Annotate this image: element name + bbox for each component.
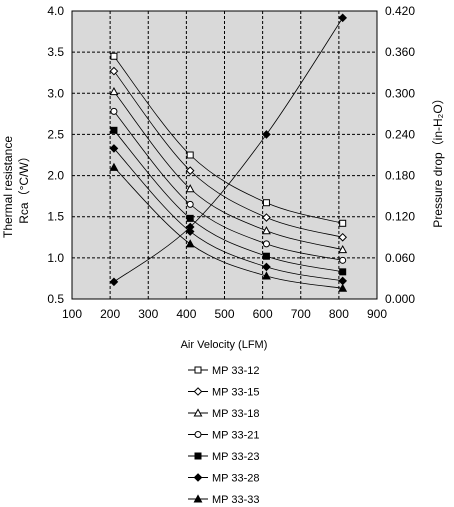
legend-label: MP 33-15 <box>212 387 260 399</box>
series-line <box>113 70 343 238</box>
data-point <box>261 271 271 280</box>
pressure-drop-point <box>338 13 347 23</box>
x-tick-label: 300 <box>138 307 158 321</box>
series-line <box>113 148 343 282</box>
x-tick-label: 900 <box>367 307 387 321</box>
y-right-title: Pressure drop（in-H₂O） <box>431 92 445 227</box>
data-point <box>110 107 118 115</box>
data-point <box>262 213 271 222</box>
series-line <box>113 56 343 224</box>
series-line <box>113 91 343 251</box>
legend-label: MP 33-28 <box>212 473 260 485</box>
y-right-tick-label: 0.060 <box>385 251 415 265</box>
data-point <box>185 239 195 248</box>
data-point <box>261 226 271 235</box>
data-point <box>110 52 118 60</box>
data-point <box>262 262 271 272</box>
x-tick-label: 800 <box>329 307 349 321</box>
y-left-tick-label: 1.0 <box>47 251 64 265</box>
data-point <box>262 240 270 248</box>
legend-marker <box>194 366 202 374</box>
x-tick-label: 400 <box>176 307 196 321</box>
data-point <box>339 268 347 276</box>
data-point <box>186 200 194 208</box>
data-point <box>185 184 195 193</box>
y-right-tick-label: 0.120 <box>385 210 415 224</box>
y-left-tick-label: 3.0 <box>47 86 64 100</box>
x-axis-title: Air Velocity (LFM) <box>181 339 268 351</box>
legend-label: MP 33-23 <box>212 451 260 463</box>
data-point <box>339 256 347 264</box>
data-point <box>186 214 194 222</box>
data-point <box>186 151 194 159</box>
data-point <box>262 199 270 207</box>
series-line <box>113 167 343 289</box>
x-tick-label: 200 <box>100 307 120 321</box>
data-point <box>109 66 119 76</box>
legend-marker <box>193 473 203 482</box>
legend: MP 33-12 MP 33-15 MP 33-18 MP 33-21 MP 33-23… <box>188 365 260 506</box>
data-point <box>338 232 347 242</box>
grid <box>72 11 377 299</box>
data-point <box>110 126 118 134</box>
pressure-drop-line <box>113 17 344 283</box>
pressure-drop-point <box>109 277 119 287</box>
data-point <box>185 166 195 175</box>
legend-marker <box>193 494 203 503</box>
legend-marker <box>194 431 202 438</box>
series-line <box>113 130 343 273</box>
axes: 100 200 300 400 500 600 700 800 900 0.5 1.0 1.5 2.0 2… <box>47 4 415 321</box>
y-left-tick-label: 1.5 <box>47 210 64 224</box>
x-tick-label: 500 <box>214 307 234 321</box>
x-tick-label: 600 <box>253 307 273 321</box>
y-right-tick-label: 0.180 <box>385 169 415 183</box>
data-point <box>338 283 348 292</box>
legend-label: MP 33-21 <box>212 430 260 442</box>
y-left-title-line2: Rca（°C/W） <box>17 150 31 223</box>
y-right-tick-label: 0.240 <box>385 127 415 141</box>
legend-label: MP 33-18 <box>212 408 260 420</box>
y-left-tick-label: 0.5 <box>47 292 64 306</box>
plot-area <box>71 10 378 300</box>
y-right-tick-label: 0.420 <box>385 4 415 18</box>
legend-label: MP 33-12 <box>212 365 260 377</box>
data-point <box>109 162 119 171</box>
pressure-drop-point <box>262 130 271 139</box>
legend-marker <box>193 387 203 396</box>
y-left-tick-label: 2.5 <box>47 127 64 141</box>
y-left-tick-label: 4.0 <box>47 4 64 18</box>
x-tick-label: 700 <box>291 307 311 321</box>
legend-marker <box>194 452 202 460</box>
data-point <box>109 144 119 153</box>
pressure-drop-point <box>185 222 195 232</box>
y-right-tick-label: 0.300 <box>385 86 415 100</box>
series-layer <box>109 13 348 292</box>
y-right-tick-label: 0.360 <box>385 45 415 59</box>
legend-marker <box>193 408 203 417</box>
legend-label: MP 33-33 <box>212 494 260 506</box>
data-point <box>339 219 347 227</box>
data-point <box>185 227 195 236</box>
series-line <box>113 111 343 261</box>
y-right-tick-label: 0.000 <box>385 292 415 306</box>
data-point <box>262 252 270 260</box>
y-left-tick-label: 2.0 <box>47 169 64 183</box>
data-point <box>338 244 348 254</box>
data-point <box>109 86 119 96</box>
x-tick-label: 100 <box>62 307 82 321</box>
y-left-title-line1: Thermal resistance <box>1 136 15 238</box>
y-left-tick-label: 3.5 <box>47 45 64 59</box>
